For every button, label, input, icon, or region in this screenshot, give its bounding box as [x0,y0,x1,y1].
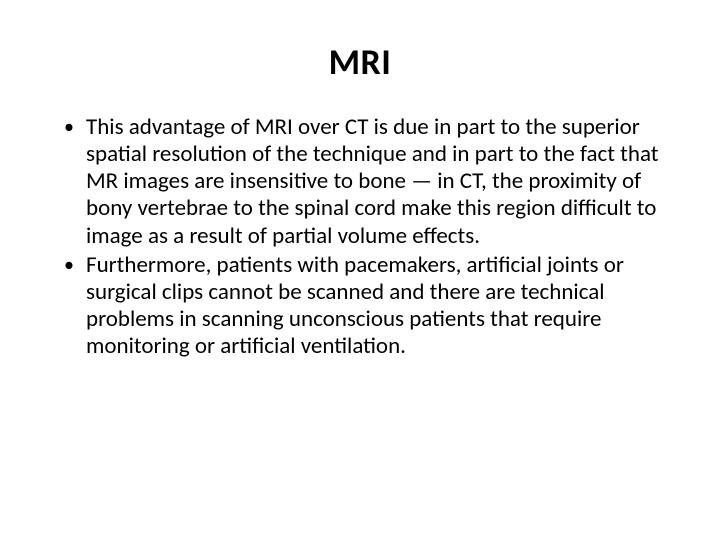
bullet-list: This advantage of MRI over CT is due in … [50,114,670,360]
bullet-text: This advantage of MRI over CT is due in … [86,113,658,250]
bullet-text: Furthermore, patients with pacemakers, a… [86,251,624,360]
slide: MRI This advantage of MRI over CT is due… [0,0,720,540]
list-item: This advantage of MRI over CT is due in … [60,114,660,250]
list-item: Furthermore, patients with pacemakers, a… [60,252,660,361]
slide-title: MRI [50,40,670,84]
